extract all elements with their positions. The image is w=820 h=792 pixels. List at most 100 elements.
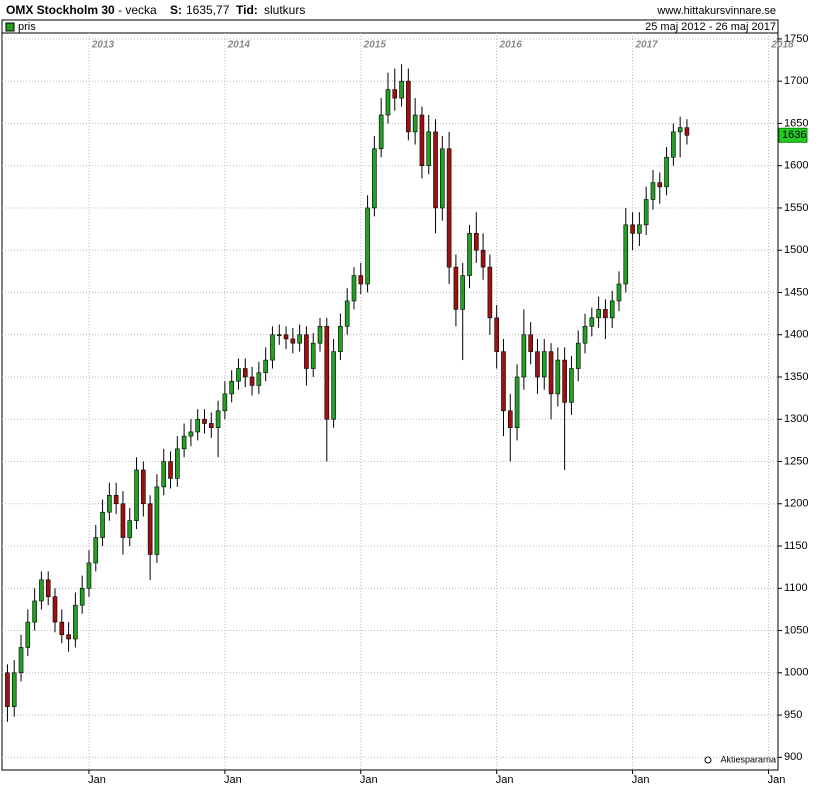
- candle-body: [575, 342, 581, 369]
- candle-body: [446, 148, 452, 268]
- candle-body: [664, 156, 669, 188]
- y-tick-label: 1350: [784, 371, 808, 383]
- candle-body: [637, 224, 642, 234]
- candle-body: [175, 448, 180, 479]
- candle-body: [195, 418, 200, 433]
- y-tick-label: 950: [784, 709, 802, 721]
- candle-body: [304, 334, 309, 369]
- candle-body: [351, 275, 357, 302]
- candle-body: [582, 325, 588, 344]
- candle-body: [39, 579, 44, 602]
- candle-body: [276, 334, 282, 337]
- y-tick-label: 1400: [784, 329, 808, 341]
- x-tick-label: Jan: [496, 774, 514, 786]
- candle-body: [344, 300, 350, 327]
- last-price-label: 1636: [782, 129, 806, 141]
- candle-body: [32, 600, 37, 623]
- candle-body: [453, 266, 459, 310]
- candle-body: [297, 334, 302, 344]
- candle-body: [623, 224, 629, 285]
- candle-body: [236, 368, 241, 382]
- candle-body: [460, 275, 466, 310]
- y-tick-label: 1250: [784, 455, 808, 467]
- y-tick-label: 1200: [784, 498, 808, 510]
- candle-body: [514, 376, 520, 429]
- candle-body: [168, 461, 173, 479]
- y-tick-label: 1150: [784, 540, 808, 552]
- last-price-box: [778, 127, 808, 143]
- y-tick-label: 900: [784, 751, 802, 763]
- source: www.hittakursvinnare.se: [656, 5, 776, 17]
- candle-body: [433, 131, 438, 209]
- legend-label: pris: [18, 21, 36, 33]
- candle-body: [399, 80, 404, 99]
- x-tick-label: Jan: [632, 774, 650, 786]
- candle-body: [229, 380, 234, 395]
- chart-title: OMX Stockholm 30: [6, 3, 115, 17]
- year-label: 2017: [634, 40, 658, 51]
- candle-body: [412, 114, 418, 133]
- y-tick-label: 1750: [784, 33, 808, 45]
- candle-body: [365, 207, 370, 285]
- candle-body: [643, 199, 649, 226]
- candle-body: [25, 621, 31, 648]
- candle-body: [66, 634, 71, 640]
- candle-body: [154, 486, 160, 555]
- candle-body: [249, 376, 255, 386]
- candle-body: [188, 431, 194, 437]
- candle-body: [338, 325, 343, 352]
- candle-body: [507, 410, 513, 429]
- candle-body: [283, 334, 289, 340]
- candle-body: [671, 131, 676, 158]
- candle-body: [242, 368, 248, 378]
- last-key: S:: [170, 3, 182, 17]
- candle-body: [677, 127, 683, 133]
- year-label: 2015: [363, 40, 387, 51]
- candle-body: [120, 503, 126, 538]
- credit-icon: [704, 756, 712, 764]
- candle-body: [181, 435, 187, 450]
- x-tick-label: Jan: [360, 774, 378, 786]
- last-value: 1635,77: [186, 3, 230, 17]
- y-tick-label: 1300: [784, 413, 808, 425]
- candle-body: [73, 604, 78, 640]
- y-tick-label: 1550: [784, 202, 808, 214]
- y-tick-label: 1050: [784, 624, 808, 636]
- year-label: 2014: [227, 40, 251, 51]
- candle-body: [616, 283, 622, 302]
- interval: - vecka: [118, 3, 157, 17]
- candle-body: [378, 114, 384, 150]
- candle-body: [86, 562, 92, 589]
- candle-body: [569, 368, 574, 403]
- candle-body: [487, 266, 493, 319]
- candle-body: [548, 351, 554, 395]
- candle-body: [18, 647, 24, 674]
- candle-body: [59, 621, 65, 636]
- candle-body: [256, 372, 262, 386]
- candle-body: [596, 309, 601, 319]
- candle-body: [5, 672, 10, 707]
- candle-body: [521, 334, 527, 378]
- candle-body: [79, 587, 85, 606]
- candle-body: [494, 317, 499, 352]
- candle-body: [202, 418, 207, 424]
- candle-body: [113, 495, 119, 505]
- x-tick-label: Jan: [224, 774, 242, 786]
- y-tick-label: 1500: [784, 244, 808, 256]
- candle-body: [562, 359, 567, 403]
- candle-body: [372, 148, 377, 209]
- candle-body: [473, 233, 479, 251]
- plot-frame: [1, 19, 779, 771]
- candle-body: [358, 275, 364, 285]
- candle-body: [589, 317, 595, 327]
- y-tick-label: 1000: [784, 667, 808, 679]
- candle-body: [147, 503, 153, 555]
- x-tick-label: Jan: [88, 774, 106, 786]
- candle-body: [215, 410, 221, 429]
- candle-body: [440, 148, 445, 209]
- candle-body: [480, 249, 486, 268]
- candle-body: [467, 233, 472, 276]
- year-label: 2016: [499, 40, 523, 51]
- candle-body: [385, 89, 391, 116]
- candle-body: [134, 469, 139, 521]
